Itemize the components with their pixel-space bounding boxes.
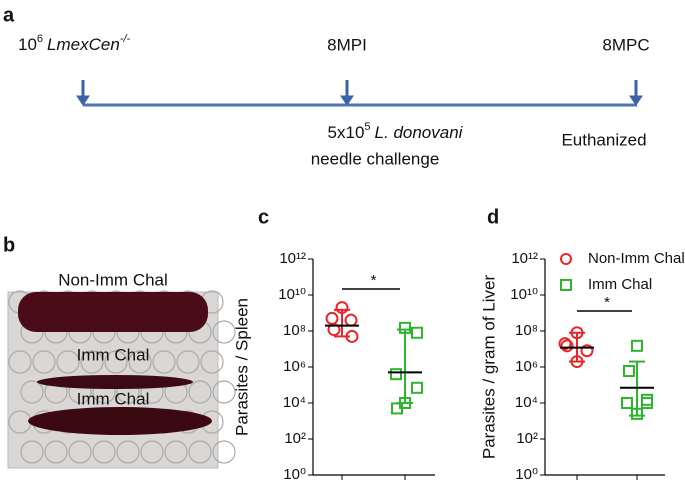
y-tick-label: 10⁰ (515, 466, 538, 482)
data-point (623, 364, 635, 377)
challenge-label: 5x105 L. donovani (328, 121, 464, 143)
species: L. donovani (375, 123, 464, 142)
start-exp: 6 (37, 33, 43, 45)
data-point (390, 368, 402, 381)
well (56, 350, 80, 374)
legend-marker (560, 279, 572, 291)
y-tick-label: 10⁰ (283, 466, 306, 482)
well (128, 350, 152, 374)
challenge-base: 5x10 (328, 123, 365, 142)
well (188, 440, 212, 464)
well (152, 350, 176, 374)
well (92, 440, 116, 464)
y-tick-label: 10⁴ (283, 394, 306, 411)
well (188, 380, 212, 404)
data-point (411, 326, 423, 339)
well (80, 350, 104, 374)
well (212, 380, 236, 404)
well (140, 440, 164, 464)
well (212, 440, 236, 464)
y-tick-label: 10⁸ (283, 322, 306, 339)
data-point (560, 339, 574, 353)
start-base: 10 (18, 35, 37, 54)
legend-label: Non-Imm Chal (588, 250, 685, 267)
data-point (570, 355, 584, 369)
well (200, 350, 224, 374)
well (20, 440, 44, 464)
data-point (570, 326, 584, 340)
well (44, 440, 68, 464)
data-point (344, 313, 358, 327)
timeline-arrows (76, 80, 643, 106)
start-label: 106 LmexCen-/- (18, 33, 131, 55)
panel-label: b (3, 234, 15, 256)
data-point (631, 339, 643, 352)
y-tick-label: 10⁴ (515, 394, 538, 411)
well (20, 380, 44, 404)
well (104, 350, 128, 374)
data-point (641, 397, 653, 409)
data-point (399, 321, 411, 334)
spleen-photo (7, 290, 236, 469)
start-genotype: -/- (120, 33, 131, 45)
data-point (335, 301, 349, 315)
well (32, 350, 56, 374)
legend-label: Imm Chal (588, 276, 652, 293)
data-point (327, 323, 341, 337)
data-point (325, 311, 339, 325)
end-note: Euthanized (561, 130, 646, 149)
data-point (558, 337, 572, 351)
y-axis-label: Parasites / Spleen (232, 298, 251, 436)
panel-label: c (258, 206, 269, 228)
y-tick-label: 10⁶ (515, 358, 538, 375)
y-tick-label: 10⁶ (283, 358, 306, 375)
legend-marker (560, 253, 572, 265)
well (68, 440, 92, 464)
y-tick-label: 10⁸ (515, 322, 538, 339)
well (212, 320, 236, 344)
y-tick-label: 10¹² (279, 250, 306, 267)
route-label: needle challenge (311, 149, 440, 168)
challenge-exp: 5 (364, 121, 370, 133)
data-point (411, 381, 423, 394)
significance-label: * (371, 272, 377, 289)
y-tick-label: 10² (516, 430, 538, 447)
well (8, 350, 32, 374)
y-tick-label: 10¹⁰ (510, 286, 538, 303)
panel-label: a (3, 4, 15, 26)
y-tick-label: 10¹⁰ (278, 286, 306, 303)
y-tick-label: 10¹² (511, 250, 538, 267)
photo-label: Non-Imm Chal (58, 270, 168, 289)
well (164, 440, 188, 464)
well (176, 350, 200, 374)
panel-label: d (487, 206, 499, 228)
well (116, 440, 140, 464)
data-point (345, 329, 359, 343)
photo-label: Imm Chal (77, 345, 150, 364)
start-strain: LmexCen (47, 35, 120, 54)
y-axis-label: Parasites / gram of Liver (479, 275, 498, 460)
data-point (399, 397, 411, 409)
data-point (631, 407, 643, 420)
mid-label: 8MPI (327, 35, 367, 54)
photo-label: Imm Chal (77, 389, 150, 408)
data-point (580, 344, 594, 358)
y-tick-label: 10² (284, 430, 306, 447)
end-label: 8MPC (602, 35, 649, 54)
significance-label: * (604, 294, 610, 311)
data-point (621, 397, 633, 409)
data-point (641, 393, 653, 406)
